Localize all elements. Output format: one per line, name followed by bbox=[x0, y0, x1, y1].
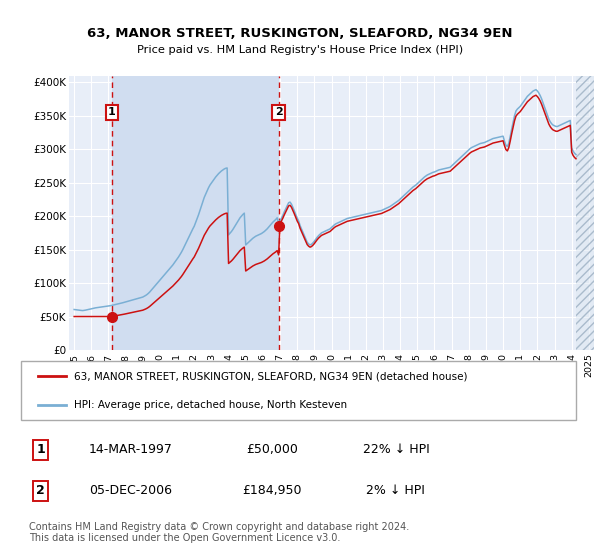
Text: Price paid vs. HM Land Registry's House Price Index (HPI): Price paid vs. HM Land Registry's House … bbox=[137, 45, 463, 55]
Text: 2: 2 bbox=[275, 108, 283, 118]
Text: HPI: Average price, detached house, North Kesteven: HPI: Average price, detached house, Nort… bbox=[74, 400, 347, 410]
Text: 2% ↓ HPI: 2% ↓ HPI bbox=[367, 484, 425, 497]
Text: 22% ↓ HPI: 22% ↓ HPI bbox=[362, 444, 429, 456]
Text: 14-MAR-1997: 14-MAR-1997 bbox=[89, 444, 173, 456]
Text: 63, MANOR STREET, RUSKINGTON, SLEAFORD, NG34 9EN: 63, MANOR STREET, RUSKINGTON, SLEAFORD, … bbox=[87, 27, 513, 40]
Bar bbox=[112, 76, 278, 350]
Text: 1: 1 bbox=[36, 444, 45, 456]
Bar bbox=[576, 76, 594, 350]
Text: £184,950: £184,950 bbox=[242, 484, 302, 497]
FancyBboxPatch shape bbox=[21, 361, 577, 420]
Text: 1: 1 bbox=[108, 108, 116, 118]
Text: 63, MANOR STREET, RUSKINGTON, SLEAFORD, NG34 9EN (detached house): 63, MANOR STREET, RUSKINGTON, SLEAFORD, … bbox=[74, 371, 468, 381]
Bar bbox=[576, 76, 594, 350]
Text: £50,000: £50,000 bbox=[246, 444, 298, 456]
Text: 2: 2 bbox=[36, 484, 45, 497]
Text: 05-DEC-2006: 05-DEC-2006 bbox=[89, 484, 172, 497]
Text: Contains HM Land Registry data © Crown copyright and database right 2024.
This d: Contains HM Land Registry data © Crown c… bbox=[29, 521, 410, 543]
